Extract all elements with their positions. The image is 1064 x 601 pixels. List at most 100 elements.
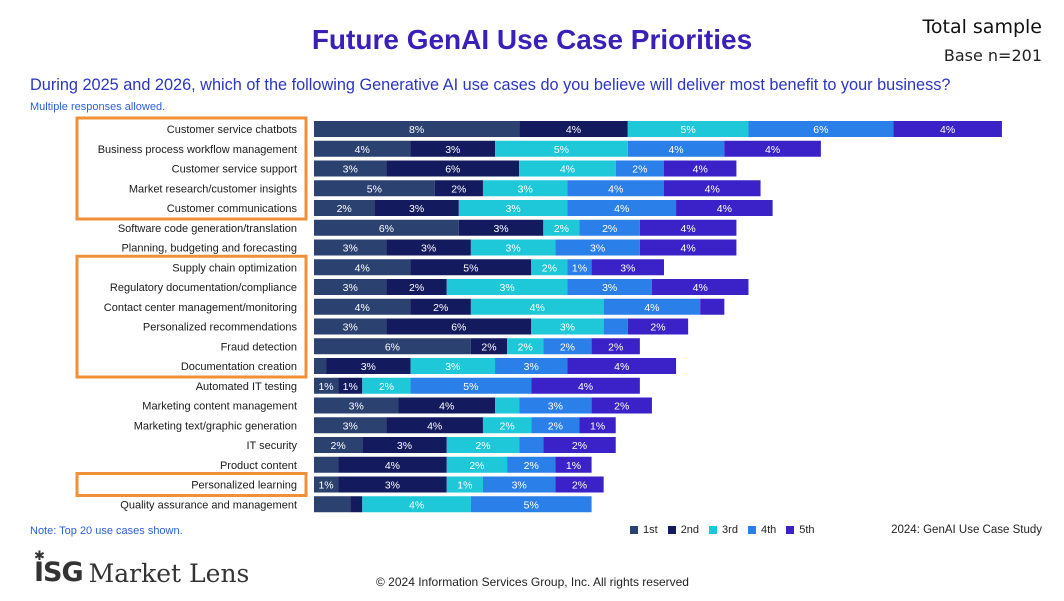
bar-segment-3rd — [627, 121, 749, 137]
data-label: 2% — [337, 203, 352, 215]
bar-segment-1st — [314, 318, 387, 335]
bar-segment-5th — [555, 456, 592, 473]
bar-segment-4th — [507, 456, 556, 473]
data-label: 3% — [524, 361, 539, 373]
data-label: 2% — [518, 341, 533, 353]
sample-title: Total sample — [922, 16, 1043, 38]
data-label: 3% — [560, 322, 575, 334]
bar-segment-1st — [314, 358, 327, 374]
data-label: 5% — [367, 183, 382, 195]
data-label: 4% — [705, 183, 720, 195]
data-label: 1% — [343, 381, 358, 393]
data-label: 3% — [620, 262, 635, 274]
bar-segment-3rd — [446, 437, 520, 453]
bar-segment-5th — [676, 200, 773, 216]
bar-segment-1st — [314, 279, 387, 295]
data-label: 5% — [524, 499, 539, 511]
bar-segment-5th — [543, 437, 616, 453]
footnote: Note: Top 20 use cases shown. — [30, 525, 183, 537]
bar-segment-2nd — [386, 279, 447, 295]
data-label: 2% — [379, 381, 394, 393]
data-label: 4% — [385, 460, 400, 472]
category-label: Regulatory documentation/compliance — [110, 282, 297, 294]
data-label: 2% — [331, 440, 346, 452]
bar-segment-4th — [482, 476, 556, 493]
logo-market-lens: Market Lens — [88, 559, 250, 588]
data-label: 6% — [385, 341, 400, 353]
bar-segment-4th — [603, 298, 701, 315]
bar-segment-5th — [591, 338, 640, 355]
bar-segment-1st — [314, 456, 339, 473]
highlight-box-1 — [75, 254, 308, 379]
legend-item-5th: 5th — [786, 524, 815, 536]
data-label: 3% — [548, 401, 563, 413]
bar-segment-3rd — [482, 417, 532, 434]
bar-segment-4th — [567, 200, 677, 216]
data-label: 1% — [572, 262, 587, 274]
data-label: 3% — [493, 223, 508, 235]
data-label: 4% — [693, 164, 708, 176]
data-label: 5% — [463, 262, 478, 274]
bar-segment-4th — [579, 219, 640, 236]
logo-isg-text: ISG — [34, 557, 84, 588]
bar-segment-2nd — [410, 259, 532, 276]
bar-segment-3rd — [543, 219, 580, 236]
bar-segment-1st — [314, 259, 411, 276]
data-label: 2% — [572, 480, 587, 492]
bar-segment-4th — [627, 140, 725, 157]
category-label: Personalized learning — [191, 480, 297, 492]
legend-label-2nd: 2nd — [680, 524, 700, 536]
category-label: Personalized recommendations — [143, 322, 298, 334]
data-label: 4% — [427, 420, 442, 432]
data-label: 6% — [451, 322, 466, 334]
highlight-box-0 — [75, 116, 308, 221]
category-label: Customer service support — [172, 164, 297, 176]
bar-segment-3rd — [531, 259, 568, 276]
data-label: 2% — [614, 401, 629, 413]
data-label: 3% — [397, 440, 412, 452]
data-label: 4% — [614, 361, 629, 373]
data-label: 1% — [590, 420, 605, 432]
bar-segment-2nd — [374, 200, 459, 216]
data-label: 4% — [681, 223, 696, 235]
data-label: 3% — [343, 164, 358, 176]
bar-segment-1st — [314, 298, 411, 315]
logo-isg: ✱ ISG — [34, 549, 84, 588]
bar-segment-2nd — [386, 417, 483, 434]
legend-item-3rd: 3rd — [709, 524, 738, 536]
data-label: 4% — [940, 124, 955, 136]
bar-segment-1st — [314, 160, 387, 177]
data-label: 2% — [451, 183, 466, 195]
bar-segment-4th — [519, 437, 544, 453]
category-label: Marketing text/graphic generation — [134, 420, 297, 432]
category-label: IT security — [246, 440, 297, 452]
data-label: 3% — [385, 480, 400, 492]
bar-segment-3rd — [507, 338, 544, 355]
data-label: 3% — [445, 361, 460, 373]
bar-segment-3rd — [495, 397, 520, 414]
bar-segment-3rd — [458, 200, 568, 216]
data-label: 4% — [668, 144, 683, 156]
data-label: 4% — [355, 302, 370, 314]
bar-segment-4th — [567, 180, 664, 197]
category-label: Customer service chatbots — [167, 124, 298, 136]
legend-item-1st: 1st — [630, 524, 658, 536]
bar-segment-5th — [639, 219, 737, 236]
bar-segment-1st — [314, 437, 363, 453]
bar-segment-3rd — [446, 456, 508, 473]
category-label: Automated IT testing — [196, 381, 297, 393]
bar-segment-4th — [615, 160, 664, 177]
bar-segment-1st — [314, 377, 339, 394]
data-label: 2% — [602, 223, 617, 235]
data-label: 8% — [409, 124, 424, 136]
category-label: Contact center management/monitoring — [104, 302, 297, 314]
bar-segment-5th — [627, 318, 689, 335]
bar-segment-5th — [567, 358, 677, 374]
bar-segment-4th — [410, 377, 532, 394]
legend-swatch-5th — [786, 526, 795, 534]
bar-segment-3rd — [446, 476, 483, 493]
bar-segment-5th — [700, 298, 725, 315]
bar-segment-4th — [519, 397, 592, 414]
bar-segment-4th — [603, 318, 628, 335]
data-label: 2% — [572, 440, 587, 452]
